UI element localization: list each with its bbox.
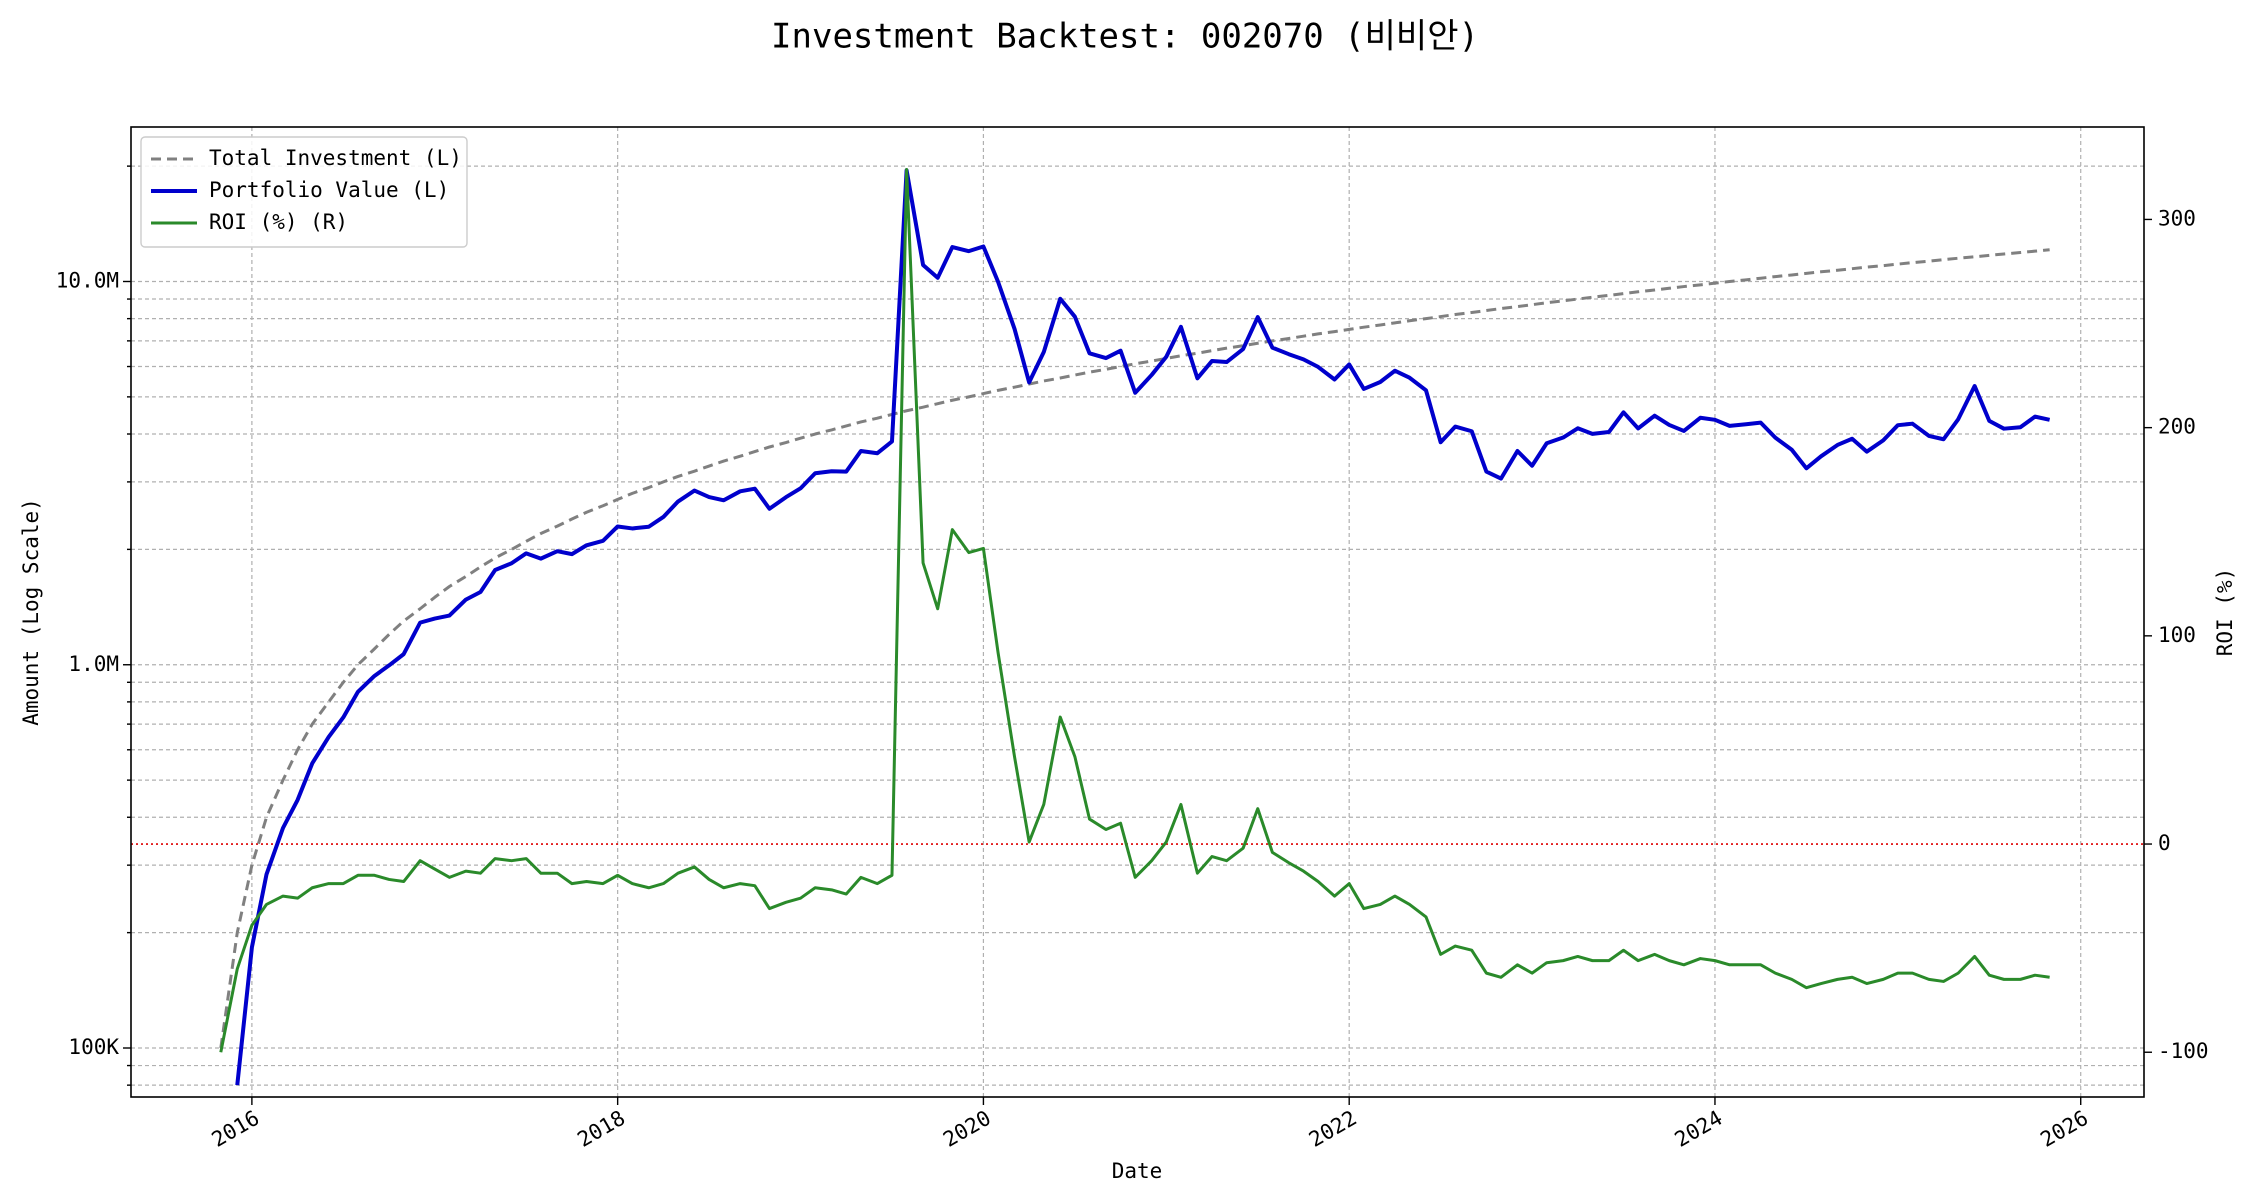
y-tick-label: 10.0M	[56, 268, 119, 292]
legend-label: ROI (%) (R)	[209, 210, 348, 234]
legend: Total Investment (L) Portfolio Value (L) R…	[140, 136, 468, 248]
y2-tick-label: 200	[2158, 415, 2196, 439]
legend-label: Portfolio Value (L)	[209, 178, 449, 202]
series-line	[219, 248, 2050, 1049]
y2-tick-label: 0	[2158, 831, 2171, 855]
series-line	[235, 168, 2051, 1086]
chart-title: Investment Backtest: 002070 (비비안)	[771, 17, 1479, 57]
y2-tick-label: 300	[2158, 206, 2196, 230]
y-tick-label: 1.0M	[68, 652, 119, 676]
y-axis-label: Amount (Log Scale)	[19, 498, 43, 726]
y2-axis-label: ROI (%)	[2213, 568, 2237, 657]
axes-frame	[130, 126, 2145, 1098]
grid	[131, 127, 2144, 1097]
legend-box	[140, 136, 468, 248]
legend-label: Total Investment (L)	[209, 146, 462, 170]
y2-tick-label: -100	[2158, 1039, 2209, 1063]
y-tick-label: 100K	[68, 1035, 119, 1059]
plot-area	[131, 167, 2144, 1086]
x-axis-label: Date	[1112, 1159, 1163, 1183]
series-line	[219, 167, 2050, 1053]
y2-tick-label: 100	[2158, 623, 2196, 647]
